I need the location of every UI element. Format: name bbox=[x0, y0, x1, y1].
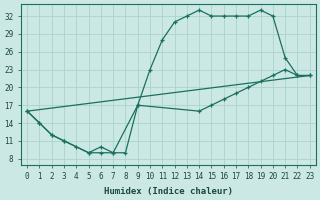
X-axis label: Humidex (Indice chaleur): Humidex (Indice chaleur) bbox=[104, 187, 233, 196]
